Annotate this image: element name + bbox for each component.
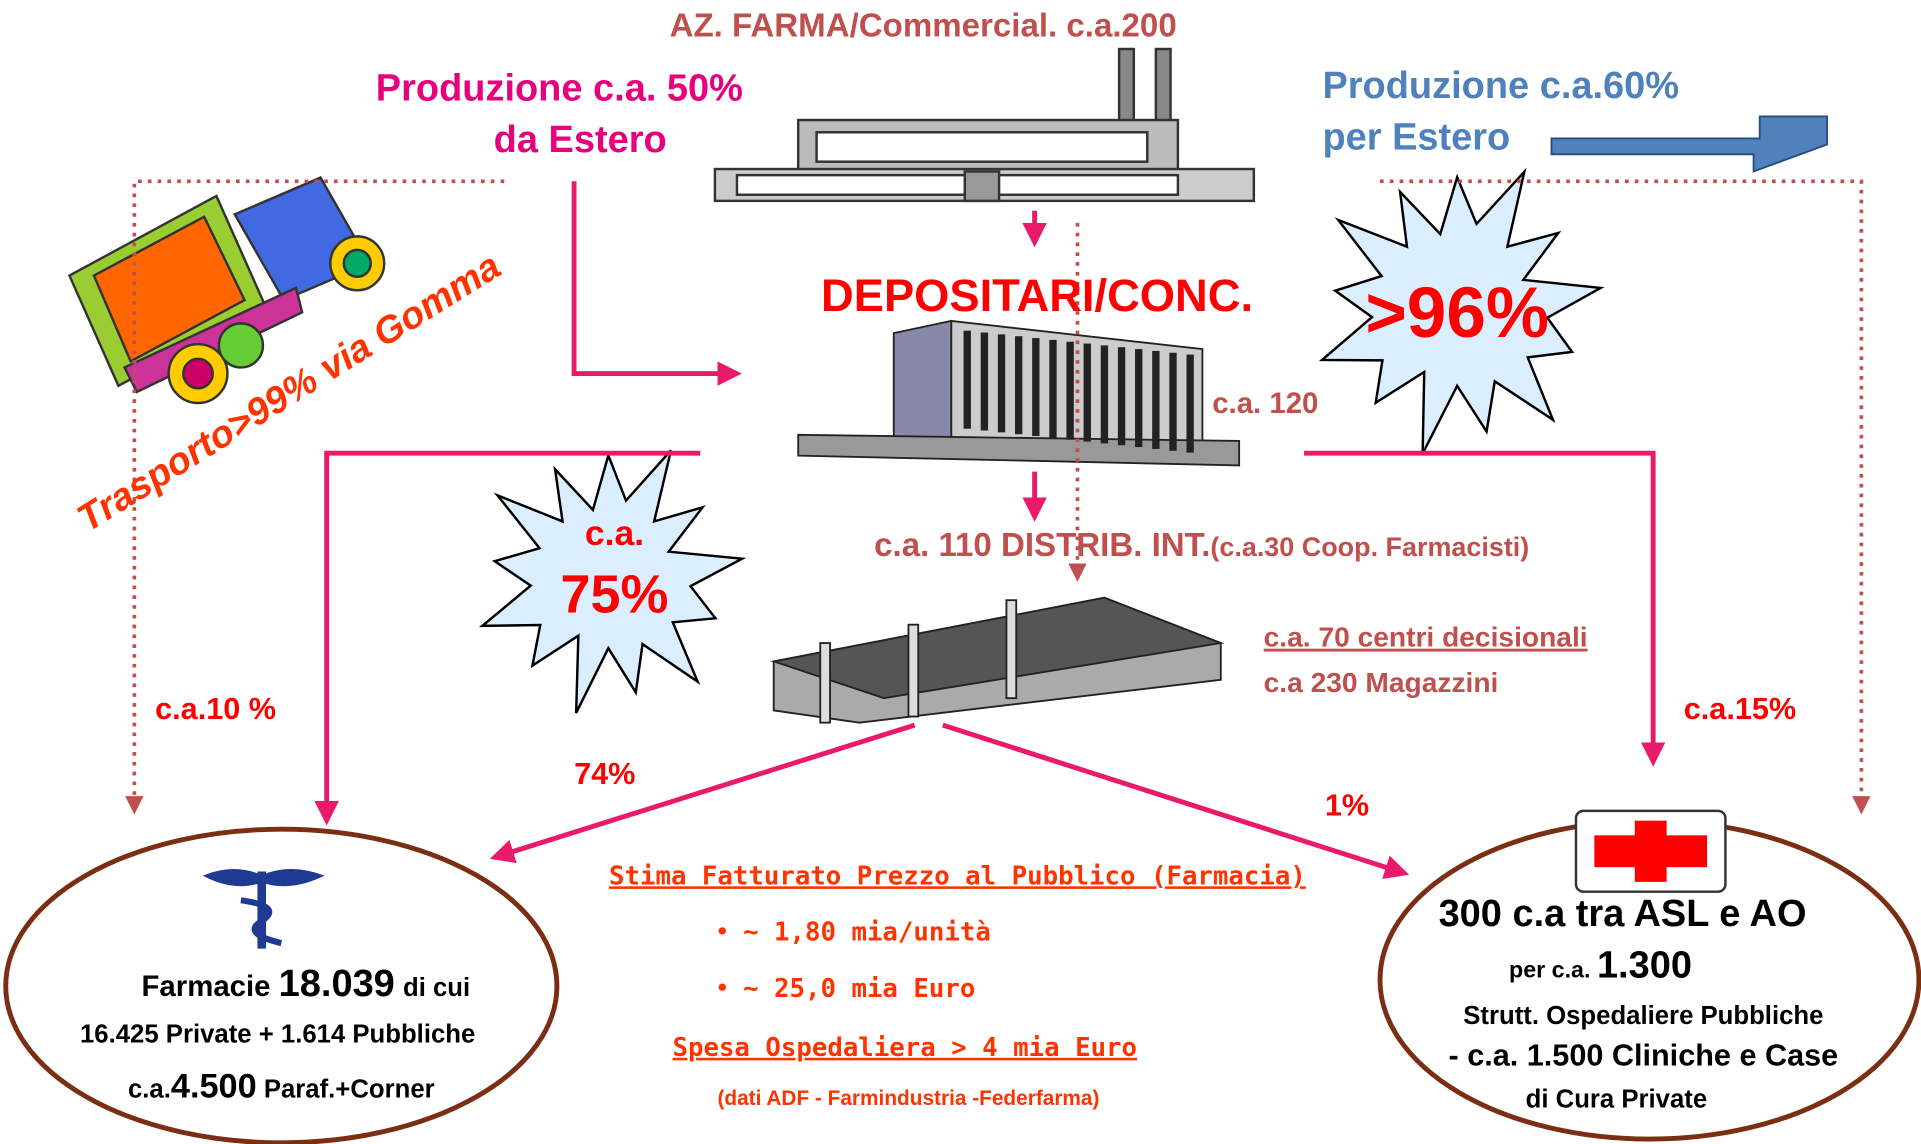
factory-icon (715, 49, 1254, 201)
window (1066, 342, 1073, 440)
burst-75-line1: c.a. (585, 513, 644, 553)
title: AZ. FARMA/Commercial. c.a.200 (670, 8, 1177, 45)
distrib-main: c.a. 110 DISTRIB. INT. (874, 527, 1210, 564)
text-part: 4.500 (171, 1067, 257, 1105)
text-part: per c.a. (1509, 956, 1590, 982)
arrow-pharmacy (494, 725, 914, 857)
hospital-line1: 300 c.a tra ASL e AO (1439, 893, 1807, 935)
hospital-count: 1.300 (1597, 944, 1692, 986)
window (1169, 353, 1176, 451)
window (1135, 349, 1142, 447)
window (1101, 345, 1108, 443)
hospital-line5: di Cura Private (1526, 1085, 1708, 1113)
export-arrow (1551, 116, 1827, 171)
window (1015, 336, 1022, 434)
window (1049, 340, 1056, 438)
distribution-building-icon (774, 598, 1221, 723)
text-part: Paraf.+Corner (264, 1075, 435, 1103)
bullet (719, 984, 726, 991)
distrib-label: c.a. 110 DISTRIB. INT.(c.a.30 Coop. Farm… (874, 527, 1529, 564)
window (1032, 338, 1039, 436)
caduceus-icon (204, 870, 323, 948)
window (1186, 355, 1193, 453)
hospital-spend: Spesa Ospedaliera > 4 mia Euro (673, 1033, 1138, 1063)
estimate-item: ~ 1,80 mia/unità (743, 918, 991, 948)
bullet (719, 927, 726, 934)
window (964, 331, 971, 429)
depositari-count: c.a. 120 (1212, 387, 1318, 420)
diagram: AZ. FARMA/Commercial. c.a.200 Produzione… (0, 0, 1921, 1144)
export-line1: Produzione c.a.60% (1322, 65, 1679, 107)
estimate-item: ~ 25,0 mia Euro (743, 974, 975, 1004)
arrow-right (1304, 453, 1653, 762)
window (998, 334, 1005, 432)
window (1152, 351, 1159, 449)
red-cross-icon (1576, 811, 1725, 892)
pharmacy-line3: c.a.4.500 Paraf.+Corner (128, 1067, 435, 1105)
burst-75-line2: 75% (561, 564, 669, 624)
depositari-label: DEPOSITARI/CONC. (821, 270, 1253, 321)
text-part: Farmacie (141, 970, 270, 1003)
import-line1: Produzione c.a. 50% (376, 67, 743, 109)
text-part: di cui (403, 974, 470, 1002)
page: AZ. FARMA/Commercial. c.a.200 Produzione… (0, 0, 1921, 1144)
hospital-line4: - c.a. 1.500 Cliniche e Case (1449, 1039, 1839, 1073)
flow-right: c.a.15% (1684, 692, 1796, 726)
burst-96-label: >96% (1365, 274, 1549, 353)
text-part: c.a. (128, 1075, 171, 1103)
flow-left: c.a.10 % (155, 692, 276, 726)
distrib-centers: c.a. 70 centri decisionali (1264, 621, 1588, 653)
export-line2: per Estero (1322, 116, 1510, 158)
estimate-title: Stima Fatturato Prezzo al Pubblico (Farm… (609, 861, 1306, 891)
pharmacy-count: 18.039 (279, 963, 395, 1005)
estimate-source: (dati ADF - Farmindustria -Federfarma) (717, 1087, 1099, 1110)
import-arrow (574, 181, 737, 373)
flow-pharmacy: 74% (574, 757, 635, 791)
pharmacy-line2: 16.425 Private + 1.614 Pubbliche (80, 1020, 475, 1048)
window (1084, 344, 1091, 442)
flow-hospital: 1% (1325, 789, 1369, 823)
import-line2: da Estero (494, 119, 667, 161)
window (981, 333, 988, 431)
distrib-warehouses: c.a 230 Magazzini (1264, 666, 1499, 698)
pharmacy-line1: Farmacie 18.039 di cui (141, 963, 470, 1005)
distrib-note: (c.a.30 Coop. Farmacisti) (1210, 532, 1529, 562)
hospital-line2: per c.a. 1.300 (1509, 944, 1692, 986)
window (1118, 347, 1125, 445)
hospital-line3: Strutt. Ospedaliere Pubbliche (1463, 1002, 1823, 1030)
